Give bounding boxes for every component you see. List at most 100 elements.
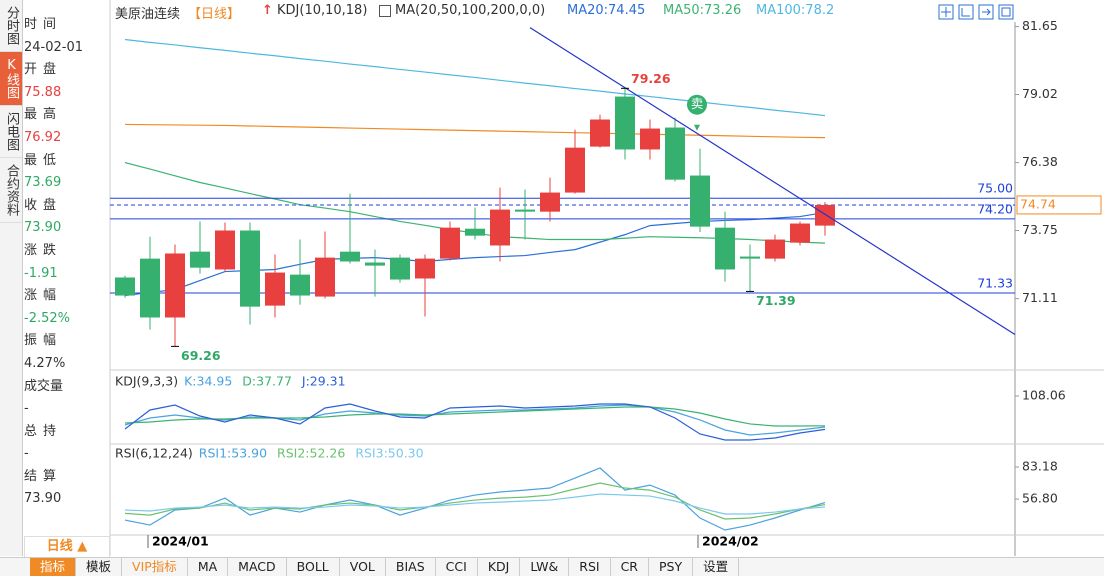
y-tick-label: 81.65 [1022,18,1058,33]
info-label: 最低 [24,152,63,168]
candle-body [415,258,435,279]
toolbar-item[interactable]: PSY [649,558,694,576]
legend-entry: MA20:74.45 [567,3,646,18]
icon-button[interactable] [938,4,954,20]
icon-button[interactable] [958,4,974,20]
candle-body [465,228,485,236]
candle-body [515,209,535,212]
indicator-line [124,403,826,441]
candle-body [165,253,185,318]
signal-badge [687,94,707,115]
candle-body [665,127,685,180]
indicator-line [124,38,826,117]
indicator[interactable]: MA(20,50,100,200,0,0) [395,3,546,18]
toolbar-item[interactable]: RSI [569,558,611,576]
info-label: 收盘 [24,197,63,213]
candle-body [765,239,785,259]
candle-body [565,147,585,193]
kdj-icon[interactable]: ↑ [262,3,273,18]
info-value: 76.92 [24,129,62,145]
info-label: 时间 [24,17,63,32]
indicator-line [124,406,826,427]
info-value: 4.27% [24,355,66,371]
info-value: 24-02-01 [24,39,84,55]
candle-body [365,262,385,266]
legend-entry: RSI3:50.30 [355,446,423,461]
legend-entry: D:37.77 [242,374,292,389]
price-line-label: 75.00 [977,181,1013,196]
sidebar-tab[interactable]: 合约资料 [0,158,22,223]
sidebar: 分时图 K线图 闪电图 合约资料 [0,0,23,556]
toolbar-item[interactable]: MA [188,558,229,576]
y-tick-label: 73.75 [1022,222,1058,237]
toolbar-item[interactable]: KDJ [478,558,521,576]
candle-body [190,251,210,268]
toolbar-item[interactable]: VOL [340,558,386,576]
toolbar-item[interactable]: BIAS [386,558,436,576]
legend-entry: K:34.95 [184,374,232,389]
current-price-box [1016,195,1102,215]
candle-body [615,96,635,150]
period: 【日线】 [188,7,241,22]
candle-body [290,274,310,296]
toolbar-item[interactable]: 模板 [76,558,123,576]
toolbar-icons [938,4,1014,20]
candle-body [140,258,160,318]
icon-button[interactable] [998,4,1014,20]
legend-entry: MA100:78.2 [756,3,835,18]
candle-body [815,204,835,226]
candle-body [715,227,735,270]
indicator-line [124,467,826,531]
indicator-line [124,482,826,520]
info-value: 73.90 [24,220,62,236]
current-price-label: 74.74 [1020,196,1056,211]
info-value: 73.90 [24,491,62,507]
toolbar-item[interactable]: VIP指标 [122,558,188,576]
toolbar-item[interactable]: CCI [436,558,478,576]
candle-body [390,257,410,280]
price-line-label: 74.20 [977,201,1013,216]
info-label: 成交量 [24,378,64,394]
sidebar-tab[interactable]: 闪电图 [0,106,22,158]
x-tick-label: 2024/01 [152,534,209,549]
extreme-label: 79.26 [631,71,671,86]
candle-body [790,223,810,243]
candle-body [265,272,285,306]
toolbar-item[interactable]: CR [611,558,649,576]
y-tick-label: 76.38 [1022,154,1058,169]
candle-body [690,175,710,227]
info-label: 结算 [24,468,63,484]
legend-entry: RSI1:53.90 [199,446,267,461]
candle-body [740,256,760,259]
y-tick-label: 108.06 [1022,388,1066,403]
info-value: 73.69 [24,175,62,191]
candle-body [340,251,360,262]
info-label: 涨幅 [24,288,63,304]
toolbar-item[interactable]: BOLL [287,558,340,576]
toolbar-item[interactable]: 设置 [693,558,740,576]
info-value: -2.52% [24,310,70,326]
info-label: 振幅 [24,333,63,349]
toolbar-item[interactable]: 指标 [30,558,77,576]
extreme-label: 71.39 [756,293,796,308]
icon-button[interactable] [978,4,994,20]
info-label: 最高 [24,107,63,123]
info-value: - [24,401,29,417]
info-value: -1.91 [24,265,58,281]
indicator-line [124,123,826,139]
ma-icon[interactable] [379,5,391,17]
candle-body [440,227,460,259]
toolbar-item[interactable]: MACD [228,558,287,576]
sidebar-tab[interactable]: 分时图 [0,0,22,52]
toolbar-item[interactable]: LW& [520,558,570,576]
y-tick-label: 83.18 [1022,459,1058,474]
indicator[interactable]: KDJ(10,10,18) [277,3,368,18]
indicator-title: KDJ(9,3,3) [115,374,178,389]
price-line-label: 71.33 [977,275,1013,290]
sidebar-tab[interactable]: K线图 [0,52,22,106]
period-button[interactable]: 日线 ▲ [24,536,110,558]
info-panel: 时间 24-02-01 开盘 75.88 最高 76.92 最低 73.69 收盘 73.90 涨跌… [24,14,108,511]
legend-entry: MA50:73.26 [663,3,742,18]
